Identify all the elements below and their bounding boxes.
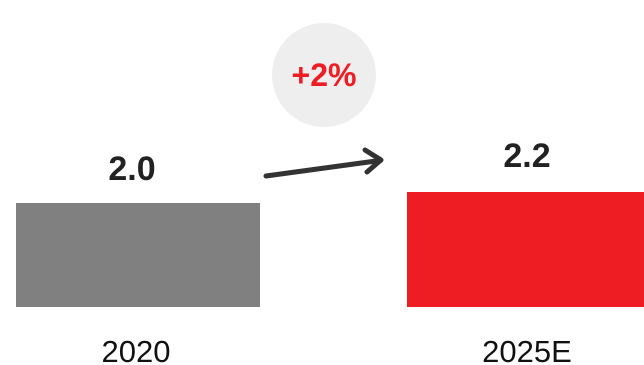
value-label-2025e: 2.2: [503, 137, 550, 175]
category-label-2020: 2020: [102, 334, 171, 365]
bar-2025e: [407, 192, 644, 307]
growth-arrow-icon: [263, 147, 384, 179]
category-label-2025e: 2025E: [482, 334, 572, 365]
bar-2020: [16, 203, 260, 307]
growth-badge: [272, 23, 376, 127]
growth-badge-label: +2%: [292, 57, 357, 93]
bars: [16, 192, 644, 307]
value-label-2020: 2.0: [108, 150, 155, 188]
